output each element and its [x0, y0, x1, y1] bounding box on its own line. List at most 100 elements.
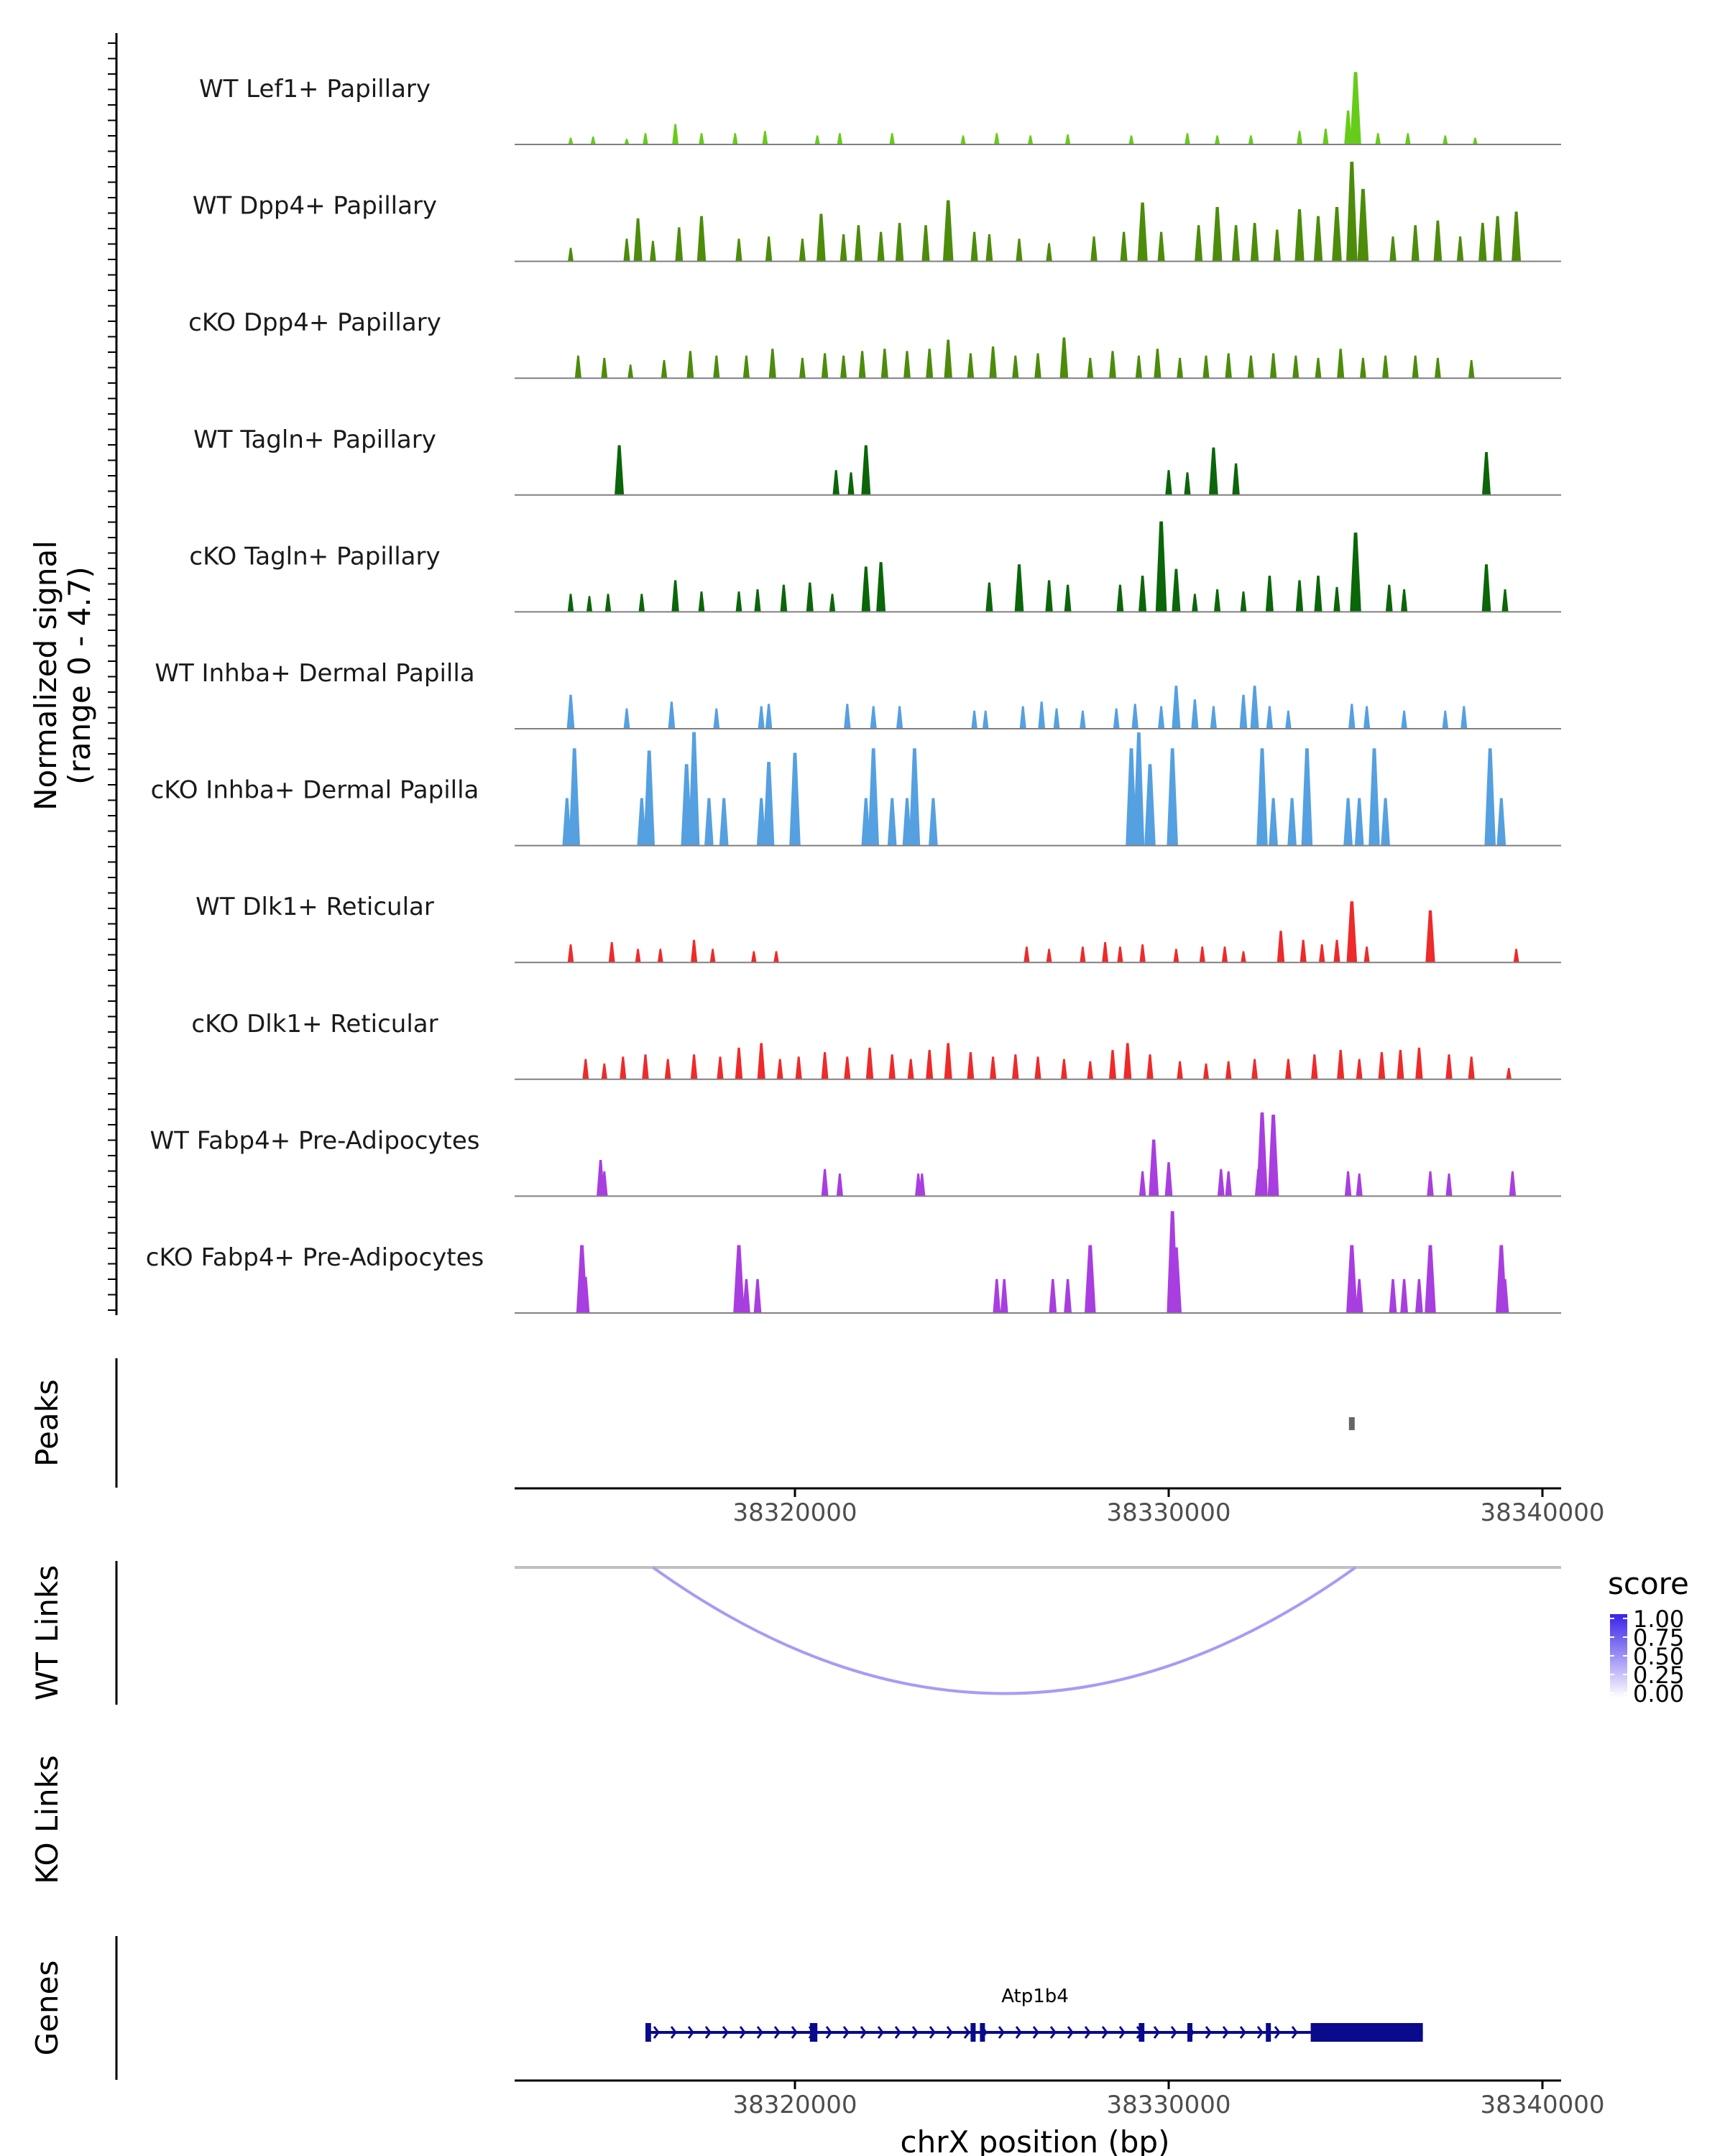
signal-peak	[836, 1173, 843, 1197]
signal-peak	[821, 1169, 829, 1197]
signal-peak	[688, 732, 700, 846]
signal-peak	[1425, 910, 1435, 963]
signal-peak	[844, 1056, 851, 1079]
track-2: cKO Dpp4+ Papillary	[188, 308, 1561, 379]
signal-peak	[1412, 355, 1419, 379]
ko-links-ylabel: KO Links	[29, 1755, 65, 1884]
signal-peak	[635, 949, 641, 963]
signal-peak	[1284, 1059, 1292, 1079]
signal-peak	[615, 445, 625, 495]
signal-peak	[1012, 1054, 1019, 1079]
signal-peak	[821, 353, 829, 379]
signal-peak	[568, 137, 574, 144]
signal-peak	[608, 941, 615, 963]
signal-peak	[642, 1054, 649, 1079]
x-tick-label: 38320000	[732, 2091, 857, 2119]
signal-peak	[985, 582, 993, 612]
signal-peak	[1000, 1279, 1008, 1313]
signal-peak	[1184, 472, 1191, 495]
strand-arrow	[998, 2026, 1005, 2039]
signal-peak	[1024, 946, 1030, 963]
signal-peak	[623, 239, 630, 262]
signal-peak	[832, 470, 840, 495]
signal-peak	[1154, 349, 1162, 379]
signal-peak	[1080, 710, 1086, 729]
signal-peak	[637, 798, 647, 846]
signal-peak	[675, 227, 684, 262]
signal-peak	[1363, 946, 1370, 963]
signal-peak	[1144, 764, 1156, 846]
signal-peak	[657, 949, 663, 963]
signal-peak	[829, 594, 836, 612]
signal-peak	[1157, 231, 1165, 262]
signal-peak	[799, 239, 806, 262]
strand-arrow	[877, 2026, 884, 2039]
signal-peak	[1158, 706, 1165, 729]
signal-peak	[1014, 564, 1024, 612]
wt-links-arcs	[652, 1566, 1357, 1695]
signal-peak	[1401, 589, 1408, 612]
strand-arrow	[1101, 2026, 1108, 2039]
exon	[645, 2023, 651, 2042]
signal-peak	[1357, 188, 1369, 262]
signal-peak	[1202, 355, 1210, 379]
signal-peak	[1038, 701, 1046, 729]
signal-peak	[1177, 1061, 1183, 1079]
strand-arrow	[1170, 2026, 1177, 2039]
signal-peak	[1195, 225, 1203, 262]
signal-peak	[861, 445, 871, 495]
signal-peak	[1172, 686, 1181, 729]
x-tick-label: 38320000	[732, 1498, 857, 1527]
signal-peak	[1225, 1061, 1232, 1079]
signal-peak	[1425, 1245, 1436, 1313]
genes-x-ticks: 38320000 38330000 38340000	[732, 2081, 1605, 2119]
signal-peak	[861, 566, 870, 612]
signal-peak	[1209, 447, 1218, 495]
track-4: cKO Tagln+ Papillary	[189, 521, 1561, 613]
signal-peak	[1123, 1043, 1132, 1079]
signal-peak	[1034, 1056, 1041, 1079]
signal-peak	[1427, 1171, 1434, 1197]
signal-peak	[854, 225, 862, 262]
signal-peak	[907, 1059, 914, 1079]
track-label: WT Dpp4+ Papillary	[193, 192, 437, 221]
strand-arrow	[1032, 2026, 1039, 2039]
strand-arrow	[756, 2026, 763, 2039]
signal-peak	[713, 355, 720, 379]
signal-peak	[1138, 1171, 1146, 1197]
signal-peak	[757, 1043, 765, 1079]
x-tick-label: 38340000	[1480, 1498, 1604, 1527]
signal-peak	[1337, 349, 1345, 379]
signal-peak	[888, 1054, 896, 1079]
signal-peak	[1496, 798, 1506, 846]
strand-arrow	[722, 2026, 729, 2039]
signal-peak	[1212, 207, 1223, 262]
signal-peak	[844, 704, 851, 729]
signal-peak	[668, 701, 676, 729]
signal-peak	[1173, 949, 1179, 963]
signal-peak	[643, 133, 648, 144]
signal-peak	[1012, 355, 1019, 379]
signal-peak	[1133, 732, 1145, 846]
link-arc	[652, 1566, 1357, 1695]
gene-model	[645, 2023, 1423, 2042]
signal-peak	[1172, 568, 1181, 612]
signal-peak	[1292, 355, 1300, 379]
signal-peak	[751, 951, 757, 963]
track-8: cKO Dlk1+ Reticular	[191, 1010, 1561, 1080]
strand-arrow	[1084, 2026, 1091, 2039]
strand-arrow	[670, 2026, 677, 2039]
track-1: WT Dpp4+ Papillary	[193, 162, 1561, 262]
signal-peak	[1285, 710, 1292, 729]
exon	[809, 2023, 818, 2042]
signal-peak	[806, 582, 814, 612]
track-label: cKO Inhba+ Dermal Papilla	[151, 776, 479, 805]
gene-name-label: Atp1b4	[1001, 1986, 1069, 2007]
signal-peak	[816, 213, 826, 262]
legend-tick-label: 0.75	[1633, 1624, 1684, 1651]
signal-ylabel-line1: Normalized signal	[28, 540, 63, 811]
signal-peak	[903, 351, 911, 379]
signal-peak	[967, 1052, 975, 1079]
signal-peak	[1269, 798, 1278, 846]
signal-peak	[1184, 133, 1190, 144]
